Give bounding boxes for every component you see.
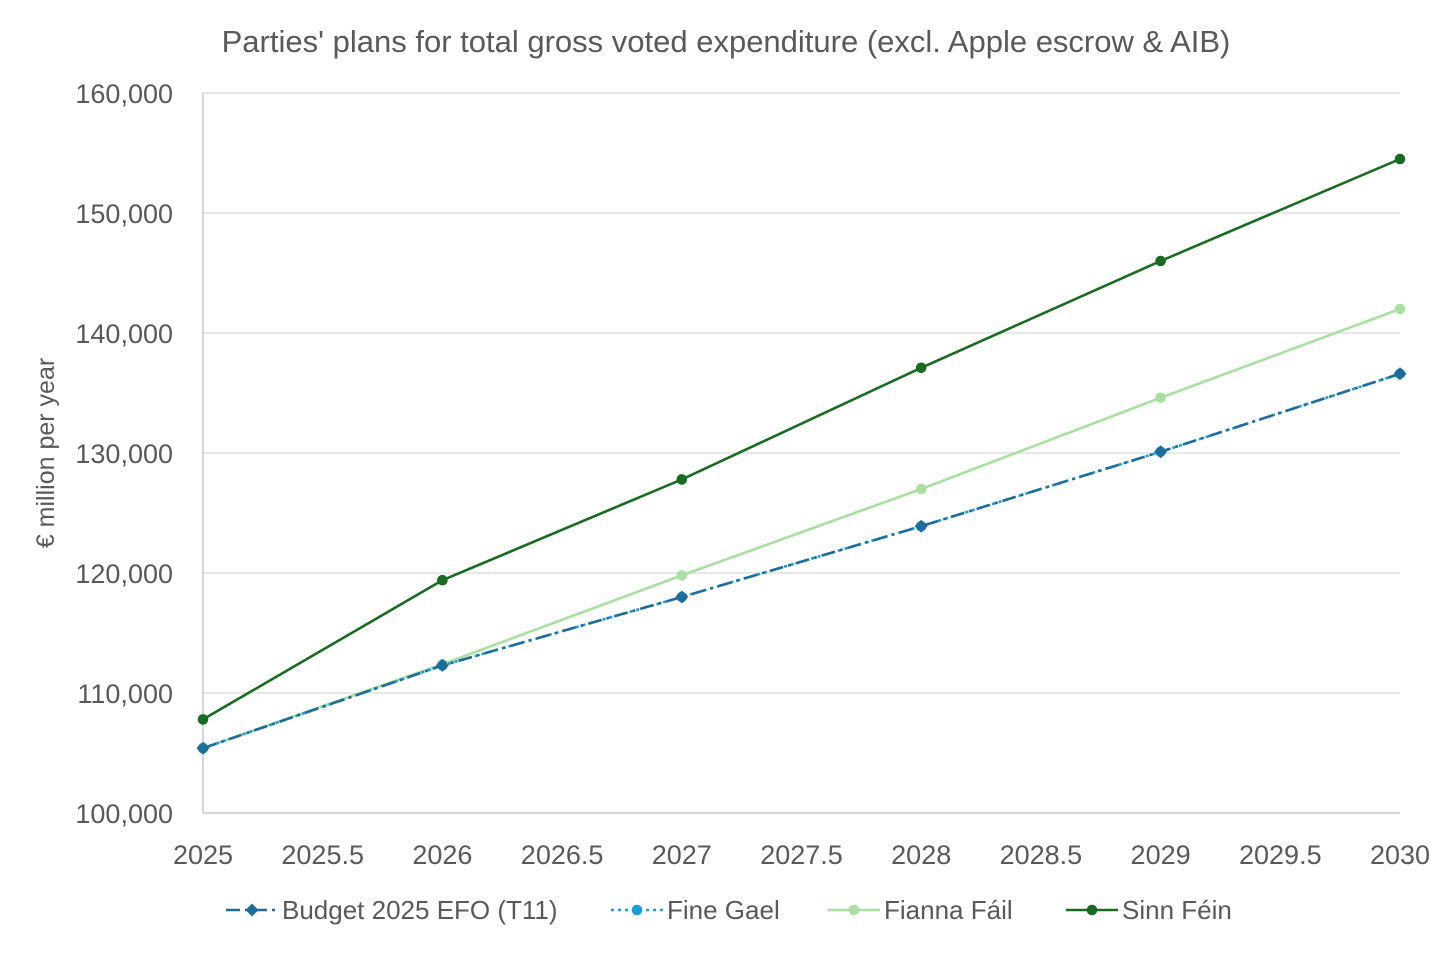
x-tick-label: 2029.5 <box>1239 840 1322 870</box>
y-axis-title: € million per year <box>32 358 60 548</box>
series-budget-2025-efo-t11 <box>196 367 1407 755</box>
legend-marker <box>848 904 860 916</box>
legend-marker <box>245 903 259 917</box>
series-line-fine-gael <box>202 372 1401 750</box>
x-tick-label: 2026.5 <box>521 840 604 870</box>
legend-marker <box>631 904 643 916</box>
x-tick-label: 2025.5 <box>281 840 364 870</box>
legend-item-fine-gael[interactable]: Fine Gael <box>611 895 780 925</box>
data-point-budget-2025-efo-t11-2030 <box>1393 367 1407 381</box>
legend-item-budget-2025-efo-t11[interactable]: Budget 2025 EFO (T11) <box>226 895 558 925</box>
chart-title: Parties' plans for total gross voted exp… <box>222 24 1231 59</box>
data-point-sinn-fein-2027 <box>676 474 688 485</box>
gridlines <box>203 92 1400 694</box>
data-point-sinn-fein-2025 <box>197 714 209 725</box>
legend-label: Budget 2025 EFO (T11) <box>282 895 558 925</box>
y-tick-label: 110,000 <box>77 679 173 709</box>
data-point-budget-2025-efo-t11-2029 <box>1154 445 1168 459</box>
series-lines <box>196 153 1407 755</box>
x-tick-label: 2027 <box>652 840 712 870</box>
data-point-fianna-fail-2030 <box>1394 303 1406 315</box>
legend-label: Fine Gael <box>667 895 780 925</box>
x-tick-label: 2029 <box>1131 840 1191 870</box>
data-point-budget-2025-efo-t11-2025 <box>196 741 210 755</box>
x-axis-tick-labels: 2025 2025.5 2026 2026.5 2027 2027.5 2028 2028.5… <box>173 840 1430 870</box>
data-point-budget-2025-efo-t11-2027 <box>675 590 689 604</box>
series-fianna-fail <box>197 303 1406 754</box>
x-tick-label: 2025 <box>173 840 233 870</box>
legend-item-fianna-fail[interactable]: Fianna Fáil <box>828 895 1013 925</box>
x-tick-label: 2027.5 <box>760 840 843 870</box>
legend-marker <box>1086 904 1098 916</box>
series-sinn-fein <box>197 153 1406 725</box>
y-tick-label: 100,000 <box>75 799 173 829</box>
legend-label: Sinn Féin <box>1122 895 1232 925</box>
x-tick-label: 2030 <box>1370 840 1430 870</box>
data-point-fianna-fail-2028 <box>915 483 927 495</box>
data-point-sinn-fein-2030 <box>1394 153 1406 165</box>
x-tick-label: 2028.5 <box>1000 840 1083 870</box>
y-tick-label: 130,000 <box>75 439 173 469</box>
data-point-sinn-fein-2026 <box>437 574 448 586</box>
data-point-budget-2025-efo-t11-2026 <box>435 658 449 672</box>
data-point-fianna-fail-2029 <box>1155 392 1166 404</box>
data-point-fianna-fail-2027 <box>676 570 688 581</box>
data-point-budget-2025-efo-t11-2028 <box>914 519 928 533</box>
axes <box>202 93 1400 814</box>
y-tick-label: 140,000 <box>75 319 173 349</box>
series-line-fianna-fail <box>202 307 1401 750</box>
y-tick-label: 150,000 <box>75 199 173 229</box>
data-point-sinn-fein-2028 <box>915 362 927 374</box>
series-line-sinn-fein <box>202 157 1401 721</box>
y-axis-tick-labels: 100,000 110,000 120,000 130,000 140,000 150,0… <box>75 79 173 829</box>
legend-label: Fianna Fáil <box>884 895 1013 925</box>
y-tick-label: 120,000 <box>75 559 173 589</box>
series-line-budget-2025-efo-t11 <box>202 372 1401 750</box>
data-point-sinn-fein-2029 <box>1155 255 1166 267</box>
x-tick-label: 2026 <box>412 840 472 870</box>
legend-item-sinn-fein[interactable]: Sinn Féin <box>1066 895 1232 925</box>
y-tick-label: 160,000 <box>75 79 173 109</box>
legend[interactable]: Budget 2025 EFO (T11) Fine Gael Fianna Fái… <box>226 895 1232 925</box>
x-tick-label: 2028 <box>891 840 951 870</box>
